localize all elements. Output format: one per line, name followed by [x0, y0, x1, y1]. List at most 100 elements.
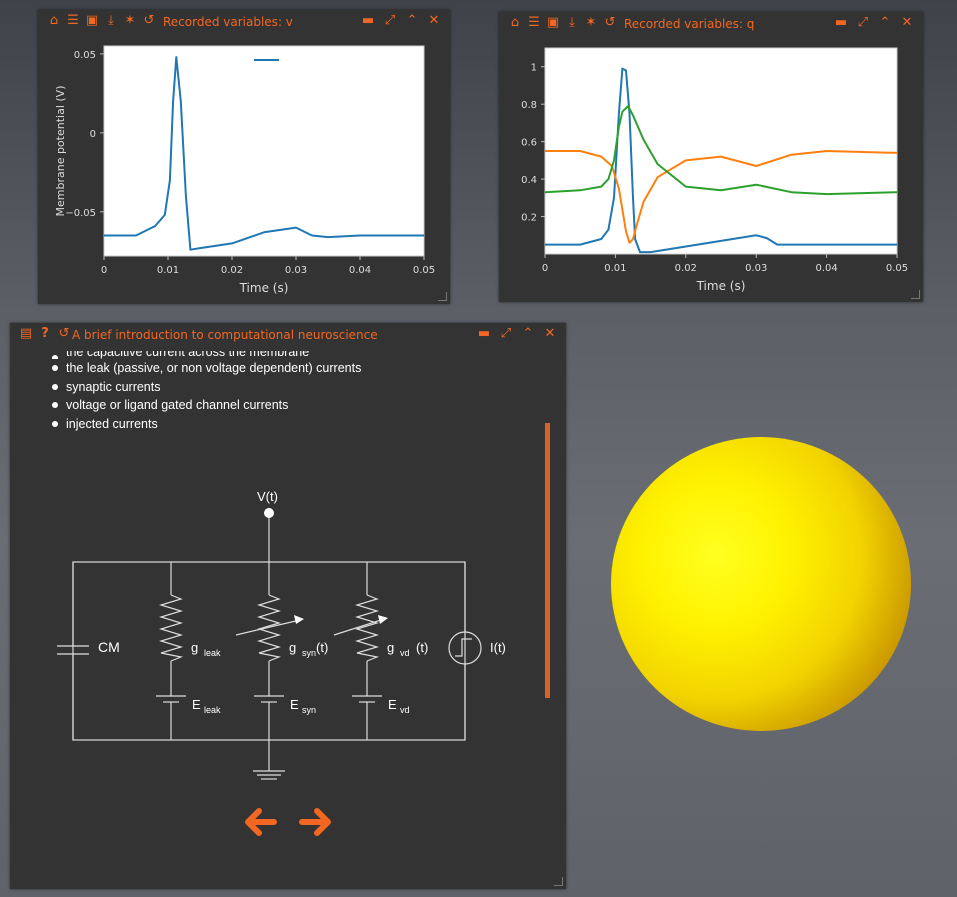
collapse-icon[interactable]: ⌃ [522, 326, 534, 341]
g-syn-label: g [289, 640, 296, 655]
y-tick-label: 0.05 [74, 50, 96, 61]
y-tick-label: 1 [531, 63, 537, 74]
e-syn-label: E [290, 697, 299, 712]
e-syn-subscript: syn [302, 705, 316, 715]
download-icon[interactable]: ⤓ [569, 15, 575, 30]
series-line-1 [545, 150, 898, 244]
expand-icon[interactable]: ⤢ [384, 13, 396, 28]
window-toolbar: ⌂ ☰ ▣ ⤓ ✶ ↺ [507, 15, 618, 31]
y-tick-label: 0.8 [521, 100, 537, 111]
close-icon[interactable]: ✕ [901, 15, 913, 30]
vertical-scrollbar[interactable] [545, 423, 550, 698]
recorded-variables-v-window: ⌂ ☰ ▣ ⤓ ✶ ↺ Recorded variables: v ▬ ⤢ ⌃ … [38, 10, 450, 304]
e-leak-subscript: leak [204, 705, 221, 715]
window-toolbar: ▤ ? ↺ [18, 326, 72, 342]
x-tick-label: 0 [542, 263, 548, 274]
expand-icon[interactable]: ⤢ [857, 15, 869, 30]
window-title: Recorded variables: v [163, 15, 293, 29]
e-leak-label: E [192, 697, 201, 712]
x-axis-label: Time (s) [696, 279, 746, 293]
series-line-2 [544, 105, 898, 196]
image-icon[interactable]: ▣ [85, 13, 99, 28]
g-vd-suffix: (t) [416, 640, 428, 655]
resize-handle[interactable] [911, 290, 920, 299]
window-toolbar: ⌂ ☰ ▣ ⤓ ✶ ↺ [46, 13, 157, 29]
collapse-icon[interactable]: ⌃ [406, 13, 418, 28]
x-tick-label: 0.05 [413, 265, 435, 276]
x-tick-label: 0.02 [221, 265, 243, 276]
minimize-icon[interactable]: ▬ [834, 15, 848, 30]
y-tick-label: 0.4 [521, 175, 537, 186]
x-tick-label: 0.03 [745, 263, 767, 274]
y-tick-label: 0.2 [521, 213, 537, 224]
x-tick-label: 0.02 [675, 263, 697, 274]
list-item: voltage or ligand gated channel currents [50, 396, 361, 415]
e-vd-subscript: vd [400, 705, 410, 715]
gating-variables-plot: 0 0.01 0.02 0.03 0.04 0.05 0.2 0.4 0.6 0.8 1 Time (… [521, 47, 908, 293]
window-controls: ▬ ⤢ ⌃ ✕ [360, 13, 442, 29]
y-tick-label: 0.6 [521, 138, 537, 149]
x-tick-label: 0.03 [285, 265, 307, 276]
series-line-0 [104, 56, 424, 251]
image-icon[interactable]: ▣ [546, 15, 560, 30]
y-tick-label: −0.05 [65, 208, 96, 219]
list-item: the leak (passive, or non voltage depend… [50, 359, 361, 378]
download-icon[interactable]: ⤓ [108, 13, 114, 28]
close-icon[interactable]: ✕ [544, 326, 556, 341]
window-titlebar[interactable]: ⌂ ☰ ▣ ⤓ ✶ ↺ Recorded variables: q ▬ ⤢ ⌃ … [499, 12, 923, 36]
window-titlebar[interactable]: ⌂ ☰ ▣ ⤓ ✶ ↺ Recorded variables: v ▬ ⤢ ⌃ … [38, 10, 450, 34]
history-icon[interactable]: ↺ [58, 326, 70, 341]
cell-soma-3d-sphere[interactable] [611, 437, 911, 731]
list-item: synaptic currents [50, 378, 361, 397]
x-tick-label: 0.04 [349, 265, 371, 276]
minimize-icon[interactable]: ▬ [477, 326, 491, 341]
recorded-variables-q-window: ⌂ ☰ ▣ ⤓ ✶ ↺ Recorded variables: q ▬ ⤢ ⌃ … [499, 12, 923, 302]
cube-icon[interactable]: ✶ [124, 13, 136, 28]
g-leak-label: g [191, 640, 198, 655]
window-controls: ▬ ⤢ ⌃ ✕ [833, 15, 915, 31]
list-item: injected currents [50, 415, 361, 434]
tutorial-window: ▤ ? ↺ A brief introduction to computatio… [10, 323, 566, 889]
minimize-icon[interactable]: ▬ [361, 13, 375, 28]
resize-handle[interactable] [438, 292, 447, 301]
list-item: the capacitive current across the membra… [50, 351, 361, 359]
x-tick-label: 0.01 [604, 263, 626, 274]
plot-area [103, 45, 425, 257]
expand-icon[interactable]: ⤢ [500, 326, 512, 341]
tutorial-content[interactable]: the capacitive current across the membra… [10, 351, 566, 889]
window-titlebar[interactable]: ▤ ? ↺ A brief introduction to computatio… [10, 323, 566, 347]
series-line-0 [545, 67, 897, 254]
history-icon[interactable]: ↺ [604, 15, 616, 30]
history-icon[interactable]: ↺ [143, 13, 155, 28]
close-icon[interactable]: ✕ [428, 13, 440, 28]
bullet-list: the capacitive current across the membra… [50, 351, 361, 433]
slide-navigation [244, 805, 332, 839]
resize-handle[interactable] [554, 877, 563, 886]
cube-icon[interactable]: ✶ [585, 15, 597, 30]
home-icon[interactable]: ⌂ [510, 15, 520, 30]
g-vd-subscript: vd [400, 648, 410, 658]
injected-current-label: I(t) [490, 640, 506, 655]
g-leak-subscript: leak [204, 648, 221, 658]
list-icon[interactable]: ☰ [528, 15, 540, 30]
x-tick-label: 0.01 [157, 265, 179, 276]
collapse-icon[interactable]: ⌃ [879, 15, 891, 30]
legend-label: HHTutorial.hhpop[0].v [286, 54, 407, 67]
voltage-label: V(t) [257, 489, 278, 504]
x-axis-label: Time (s) [239, 281, 289, 295]
help-icon[interactable]: ? [41, 326, 49, 341]
g-vd-label: g [387, 640, 394, 655]
x-tick-label: 0.04 [815, 263, 837, 274]
book-icon[interactable]: ▤ [19, 326, 33, 341]
y-tick-label: 0 [90, 129, 96, 140]
next-arrow-icon[interactable] [298, 805, 332, 839]
window-controls: ▬ ⤢ ⌃ ✕ [476, 326, 558, 342]
window-title: A brief introduction to computational ne… [72, 328, 378, 342]
voltage-plot: 0 0.01 0.02 0.03 0.04 0.05 0.05 0 −0.05 Time (s) M… [54, 45, 435, 295]
capacitance-label: CM [98, 639, 120, 655]
x-tick-label: 0 [101, 265, 107, 276]
list-icon[interactable]: ☰ [67, 13, 79, 28]
e-vd-label: E [388, 697, 397, 712]
previous-arrow-icon[interactable] [244, 805, 278, 839]
home-icon[interactable]: ⌂ [49, 13, 59, 28]
